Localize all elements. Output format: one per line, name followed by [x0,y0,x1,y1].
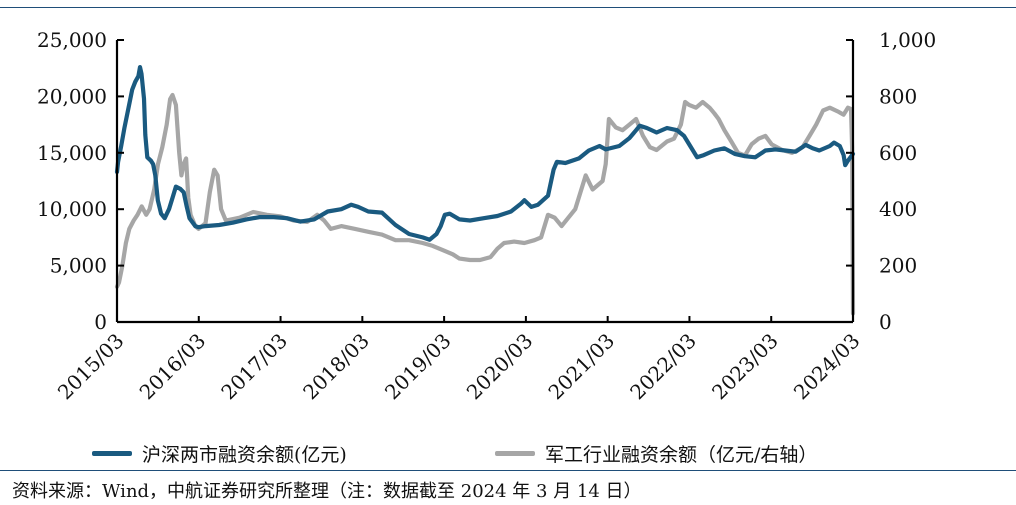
source-note: 资料来源：Wind，中航证券研究所整理（注：数据截至 2024 年 3 月 14… [12,481,642,502]
series-lines [114,65,856,316]
x-tick-label: 2017/03 [216,329,292,405]
legend-item-series1: 沪深两市融资余额(亿元) [92,440,347,467]
y-left-tick-label: 25,000 [37,28,107,52]
legend-item-series2: 军工行业融资余额（亿元/右轴） [495,440,817,467]
x-axis-ticks: 2015/03 2016/03 2017/03 2018/03 2019/03 2020/… [53,329,865,405]
x-tick-label: 2015/03 [53,329,129,405]
legend-label-series2: 军工行业融资余额（亿元/右轴） [545,444,818,466]
top-rule [0,7,1016,8]
axes [115,39,855,324]
legend-label-series1: 沪深两市融资余额(亿元) [142,444,347,466]
y-axis-right-ticks: 0 200 400 600 800 1,000 [879,28,936,334]
y-right-tick-label: 1,000 [879,28,936,52]
y-right-tick-label: 400 [879,197,917,221]
series-line-2 [114,92,856,316]
x-tick-label: 2018/03 [298,329,374,405]
y-left-tick-label: 20,000 [37,84,107,108]
x-tick-label: 2016/03 [135,329,211,405]
x-tick-label: 2023/03 [707,329,783,405]
x-tick-label: 2022/03 [625,329,701,405]
y-left-tick-label: 5,000 [50,254,107,278]
legend-swatch-series1 [92,451,132,456]
bottom-rule [0,470,1016,471]
y-right-tick-label: 600 [879,141,917,165]
legend-swatch-series2 [495,451,535,456]
legend: 沪深两市融资余额(亿元) 军工行业融资余额（亿元/右轴） [0,440,1016,468]
y-right-tick-label: 800 [879,84,917,108]
series-line-1 [114,65,856,242]
y-left-tick-label: 10,000 [37,197,107,221]
y-right-tick-label: 200 [879,254,917,278]
y-right-tick-label: 0 [879,310,892,334]
x-tick-label: 2024/03 [789,329,865,405]
y-left-tick-label: 0 [94,310,107,334]
line-chart: 0 5,000 10,000 15,000 20,000 25,000 0 200 400 60… [37,28,936,405]
y-left-tick-label: 15,000 [37,141,107,165]
x-tick-label: 2019/03 [380,329,456,405]
y-axis-left-ticks: 0 5,000 10,000 15,000 20,000 25,000 [37,28,107,334]
x-tick-label: 2020/03 [462,329,538,405]
x-tick-label: 2021/03 [543,329,619,405]
